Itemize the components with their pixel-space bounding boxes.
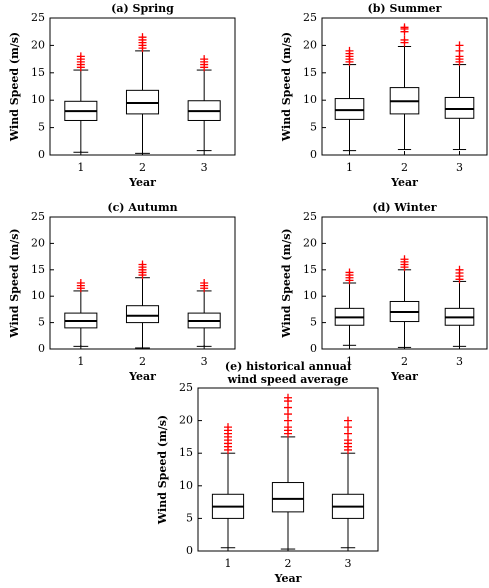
y-tick-label: 25 [179, 381, 193, 394]
outlier [138, 260, 147, 269]
y-axis-label: Wind Speed (m/s) [280, 228, 293, 338]
outlier [224, 423, 232, 432]
y-tick-label: 0 [186, 544, 193, 557]
x-tick-label: 1 [77, 355, 84, 368]
y-axis-label: Wind Speed (m/s) [280, 32, 293, 142]
outlier [76, 279, 85, 287]
outlier [400, 35, 409, 44]
y-tick-label: 15 [303, 66, 317, 79]
y-axis-label: Wind Speed (m/s) [156, 415, 169, 525]
outlier [455, 265, 464, 274]
outlier [138, 33, 147, 42]
x-axis-label: Year [390, 370, 418, 383]
box [125, 305, 160, 324]
chart-title: (c) Autumn [107, 201, 177, 214]
y-tick-label: 5 [186, 511, 193, 524]
y-tick-label: 10 [303, 289, 317, 302]
y-tick-label: 25 [31, 210, 45, 223]
chart-title: (b) Summer [368, 2, 442, 15]
y-tick-label: 15 [179, 446, 193, 459]
y-axis-label: Wind Speed (m/s) [8, 32, 21, 142]
chart-title: (d) Winter [372, 201, 436, 214]
x-axis-label: Year [128, 176, 156, 189]
outlier [345, 46, 354, 55]
y-axis-label: Wind Speed (m/s) [8, 228, 21, 338]
y-tick-label: 5 [310, 316, 317, 329]
y-tick-label: 20 [31, 236, 45, 249]
outlier [344, 416, 352, 425]
outlier [400, 255, 409, 264]
x-tick-label: 1 [346, 161, 353, 174]
outlier [345, 268, 354, 277]
outlier [284, 393, 292, 402]
outlier [455, 41, 464, 50]
box [444, 96, 475, 119]
x-tick-label: 2 [401, 355, 408, 368]
y-tick-label: 20 [179, 414, 193, 427]
x-tick-label: 2 [139, 161, 146, 174]
y-tick-label: 0 [310, 342, 317, 355]
y-tick-label: 5 [38, 121, 45, 134]
y-tick-label: 15 [31, 66, 45, 79]
x-tick-label: 1 [77, 161, 84, 174]
x-axis-label: Year [390, 176, 418, 189]
y-tick-label: 10 [179, 479, 193, 492]
x-tick-label: 3 [345, 557, 352, 570]
box [334, 98, 365, 120]
chart-title: (e) historical annual [225, 360, 351, 373]
x-tick-label: 3 [201, 161, 208, 174]
outlier [200, 279, 209, 287]
x-tick-label: 3 [456, 161, 463, 174]
y-tick-label: 15 [303, 263, 317, 276]
y-tick-label: 20 [303, 236, 317, 249]
x-tick-label: 1 [346, 355, 353, 368]
chart-title: (a) Spring [111, 2, 174, 15]
x-tick-label: 3 [456, 355, 463, 368]
y-tick-label: 0 [310, 148, 317, 161]
y-tick-label: 25 [303, 11, 317, 24]
y-tick-label: 10 [303, 93, 317, 106]
y-tick-label: 10 [31, 93, 45, 106]
y-tick-label: 0 [38, 342, 45, 355]
x-tick-label: 3 [201, 355, 208, 368]
chart-title: wind speed average [227, 373, 349, 386]
outlier [400, 23, 409, 32]
y-tick-label: 5 [38, 316, 45, 329]
x-tick-label: 2 [285, 557, 292, 570]
y-tick-label: 20 [31, 38, 45, 51]
box [271, 482, 305, 513]
y-tick-label: 10 [31, 289, 45, 302]
x-axis-label: Year [274, 572, 302, 585]
y-tick-label: 25 [31, 11, 45, 24]
outlier [200, 55, 209, 64]
y-tick-label: 20 [303, 38, 317, 51]
outlier [76, 52, 85, 61]
y-tick-label: 25 [303, 210, 317, 223]
x-axis-label: Year [128, 370, 156, 383]
y-tick-label: 5 [310, 121, 317, 134]
y-tick-label: 15 [31, 263, 45, 276]
x-tick-label: 2 [401, 161, 408, 174]
x-tick-label: 1 [225, 557, 232, 570]
x-tick-label: 2 [139, 355, 146, 368]
y-tick-label: 0 [38, 148, 45, 161]
